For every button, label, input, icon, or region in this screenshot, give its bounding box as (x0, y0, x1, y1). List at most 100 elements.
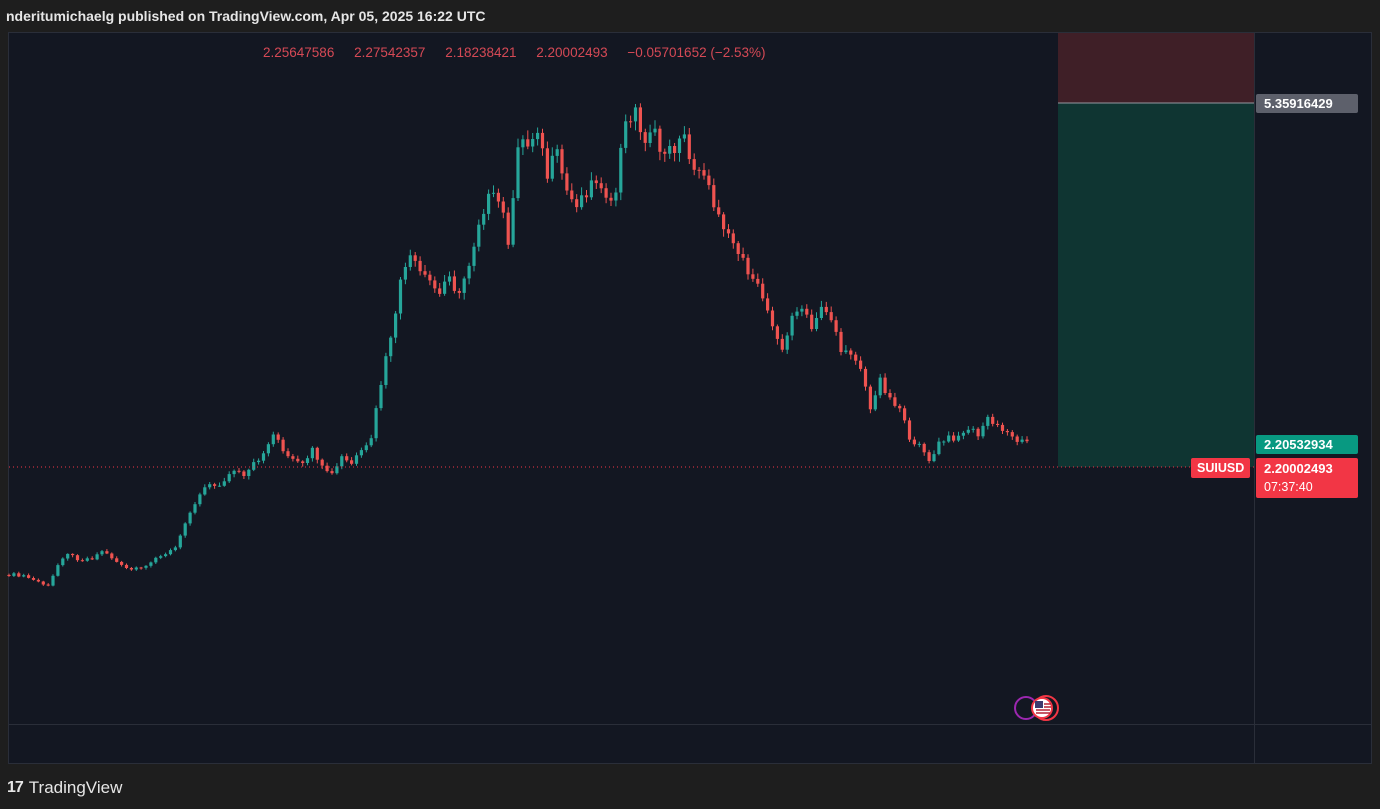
candle (51, 574, 55, 587)
brand-name: TradingView (28, 778, 123, 797)
candle-body (917, 443, 921, 445)
candle-body (1005, 431, 1009, 433)
candle (844, 345, 848, 354)
candle-body (379, 385, 383, 409)
candle-body (677, 138, 682, 153)
ohlc-high: 2.27542357 (354, 45, 426, 60)
candle (1005, 429, 1009, 436)
candle-body (428, 274, 432, 281)
candle-body (736, 243, 740, 254)
target-price-label[interactable]: 5.35916429 (1256, 94, 1358, 113)
candle-body (658, 128, 662, 152)
candle-body (589, 180, 593, 198)
candle-body (824, 306, 828, 313)
candle (66, 553, 70, 561)
candle-body (418, 260, 422, 272)
candle-body (467, 265, 471, 279)
candle (408, 249, 412, 271)
candle-body (873, 395, 877, 410)
candle (438, 283, 442, 297)
candle (457, 288, 461, 299)
candle (369, 434, 373, 448)
candle (751, 268, 755, 282)
candle (61, 557, 65, 567)
candle (296, 455, 300, 463)
candle-body (487, 193, 491, 214)
publish-header: nderitumichaelg published on TradingView… (0, 0, 1380, 32)
candle (702, 163, 706, 180)
candle-body (75, 555, 80, 561)
candle-body (761, 283, 765, 299)
tradingview-brand[interactable]: 17 TradingView (7, 778, 122, 798)
us-flag-event-icon[interactable] (1014, 694, 1070, 722)
entry-price-label[interactable]: 2.20532934 (1256, 435, 1358, 454)
candle-body (22, 575, 26, 577)
candle-body (996, 423, 1000, 425)
candle (619, 143, 623, 201)
last-price-label[interactable]: 2.20002493 07:37:40 (1256, 458, 1358, 498)
candle-body (217, 485, 222, 487)
candle (120, 560, 124, 567)
candle (159, 554, 163, 560)
candle-body (252, 462, 256, 470)
candle-body (31, 578, 36, 580)
candle-body (746, 257, 750, 275)
time-axis-divider (9, 724, 1371, 725)
candle (761, 278, 765, 302)
candle (775, 324, 779, 345)
candle (149, 561, 153, 568)
stop-zone[interactable] (1058, 33, 1254, 103)
candle-body (805, 308, 809, 315)
candle (731, 229, 735, 249)
profit-zone[interactable] (1058, 103, 1254, 467)
candle (472, 242, 476, 272)
candle (90, 556, 94, 560)
candle-body (154, 557, 158, 563)
candle-body (883, 377, 887, 393)
candle-body (604, 188, 608, 198)
candle (663, 148, 667, 162)
candle (873, 390, 877, 412)
symbol-tag[interactable]: SUIUSD (1191, 458, 1251, 478)
candle (354, 452, 359, 466)
ohlc-open: 2.25647586 (263, 45, 335, 60)
candle (932, 450, 936, 463)
candle-body (330, 471, 334, 474)
candle (545, 141, 549, 183)
candle (237, 468, 241, 474)
candle-body (770, 310, 775, 327)
candle-body (183, 523, 187, 536)
candle (217, 482, 222, 487)
candle (1020, 436, 1024, 444)
candle (976, 427, 980, 440)
candle-body (120, 561, 124, 565)
candle-body (580, 195, 584, 208)
candle (912, 436, 916, 447)
candle (17, 571, 21, 578)
candle-body (594, 180, 598, 184)
candle-body (932, 454, 936, 462)
candle-body (868, 386, 872, 410)
candle (947, 431, 951, 443)
candle (178, 534, 182, 550)
candle-body (46, 584, 50, 586)
candle (168, 548, 173, 556)
candle (589, 172, 593, 200)
candle-body (27, 575, 31, 578)
candle-body (501, 201, 505, 213)
candle-body (829, 312, 833, 321)
candle-body (653, 128, 657, 133)
candle-body (452, 276, 456, 291)
candle (423, 265, 427, 278)
candle (555, 144, 559, 163)
last-price-value: 2.20002493 (1264, 461, 1333, 476)
candle (614, 187, 618, 207)
candle-body (903, 408, 907, 421)
candle (71, 553, 75, 558)
candle-body (443, 281, 447, 294)
candle-body (565, 173, 569, 191)
candle-body (888, 393, 892, 398)
candle-body (310, 447, 314, 459)
candle (834, 316, 838, 336)
